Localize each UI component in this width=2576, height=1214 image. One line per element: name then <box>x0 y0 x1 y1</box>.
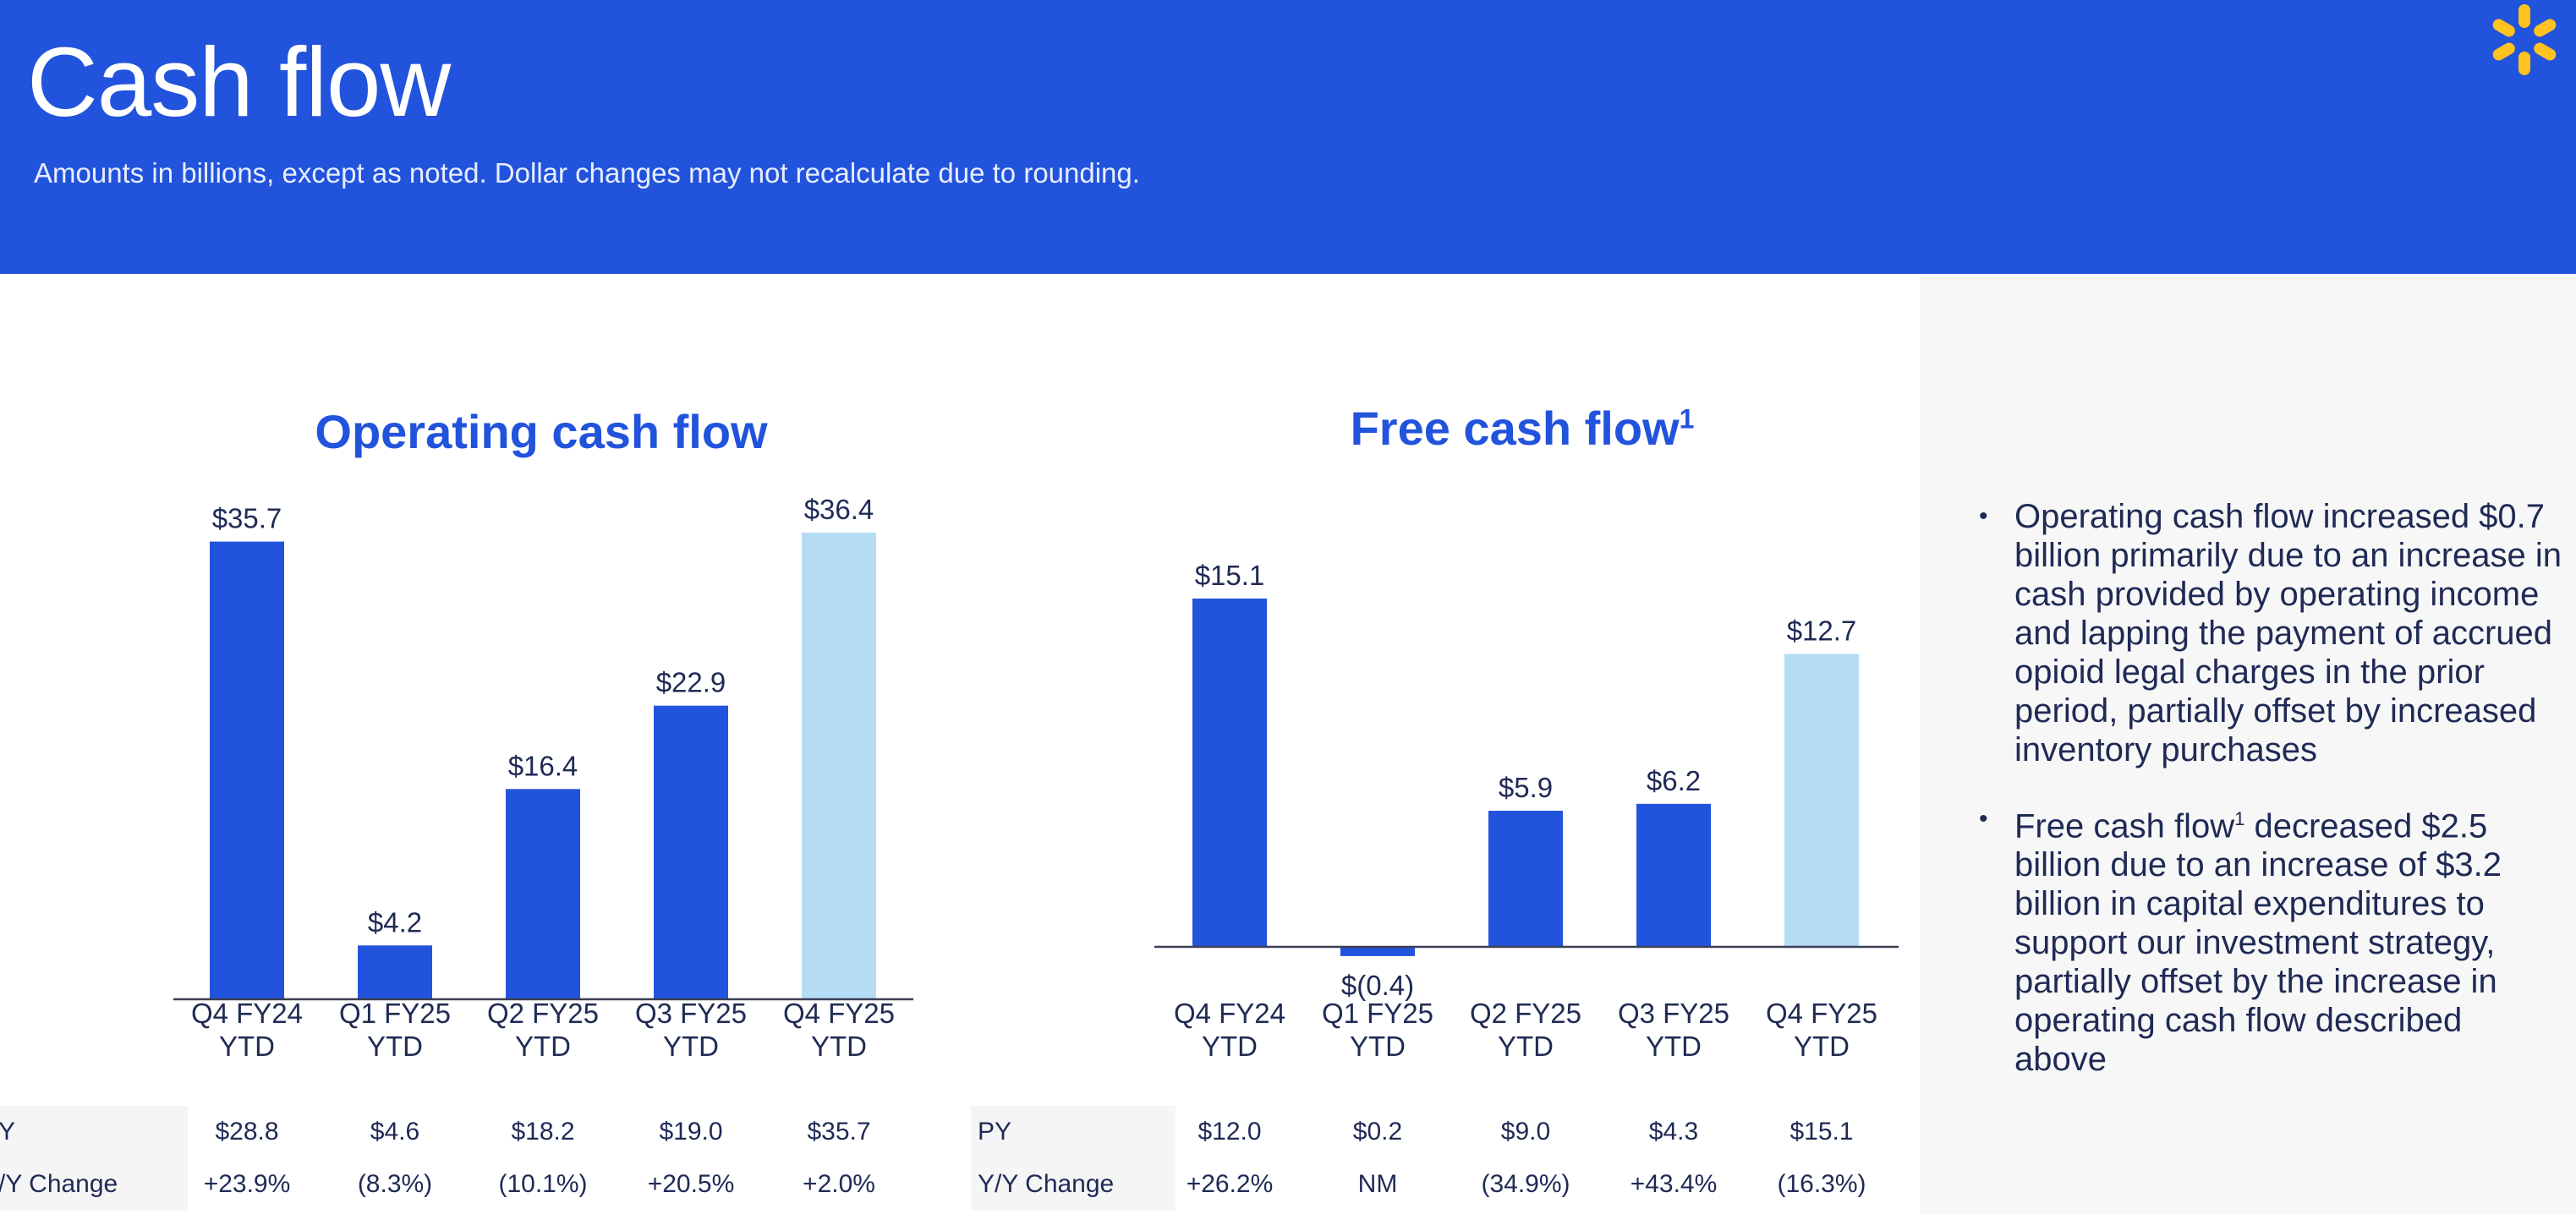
bar <box>1192 599 1267 947</box>
bar <box>358 945 432 999</box>
data-label: $36.4 <box>804 494 874 525</box>
data-label: $35.7 <box>212 503 282 534</box>
spark-ray <box>2534 42 2557 61</box>
bar <box>1784 653 1859 947</box>
table-cell: +23.9% <box>203 1170 291 1198</box>
spark-ray <box>2518 4 2530 28</box>
free-cash-flow-chart: $15.1 Q4 FY24 YTD $(0.4)Q1 FY25 YTD $5.9 Q2 FY… <box>1154 560 1899 1062</box>
spark-ray <box>2492 19 2515 37</box>
data-label: $15.1 <box>1195 560 1265 591</box>
footnote-marker: 1 <box>2234 808 2245 829</box>
table-cell: $35.7 <box>807 1118 871 1146</box>
table-row-label: Y/Y Change <box>971 1158 1176 1211</box>
data-label: $4.2 <box>368 906 422 938</box>
data-label: $6.2 <box>1647 765 1701 796</box>
category-label: Q4 FY24 YTD <box>1174 998 1285 1062</box>
table-cell: +43.4% <box>1630 1170 1718 1198</box>
bullet-dot-icon: • <box>1979 502 1988 530</box>
commentary-bullet-operating: • Operating cash flow increased $0.7 bil… <box>1970 497 2562 769</box>
free-cash-flow-table: PY $12.0 $0.2 $9.0 $4.3 $15.1 Y/Y Change +26.2%… <box>971 1106 1901 1214</box>
table-cell: NM <box>1357 1170 1398 1198</box>
bullet-lead: Free cash flow <box>2014 807 2235 845</box>
category-label: Q4 FY25 YTD <box>1766 998 1877 1062</box>
bar <box>210 541 284 999</box>
footnote-marker: 1 <box>1679 403 1695 435</box>
table-cell: $0.2 <box>1352 1118 1403 1146</box>
category-label: Q2 FY25 YTD <box>487 998 599 1062</box>
bullet-text: decreased $2.5 billion due to an increas… <box>2014 807 2502 1079</box>
bar <box>1636 803 1711 947</box>
category-label: Q3 FY25 YTD <box>1618 998 1729 1062</box>
table-cell: $4.6 <box>370 1118 420 1146</box>
category-label: Q1 FY25 YTD <box>1322 998 1433 1062</box>
spark-ray <box>2492 42 2515 61</box>
data-label: $(0.4) <box>1341 970 1414 1001</box>
table-cell: $4.3 <box>1648 1118 1699 1146</box>
header-banner: Cash flow Amounts in billions, except as… <box>0 0 2576 274</box>
table-row: PY $28.8 $4.6 $18.2 $19.0 $35.7 <box>0 1106 905 1158</box>
commentary-panel <box>1920 274 2576 1214</box>
table-cell: $15.1 <box>1789 1118 1854 1146</box>
data-label: $12.7 <box>1787 615 1857 646</box>
table-cell: +26.2% <box>1186 1170 1274 1198</box>
table-cell: $9.0 <box>1500 1118 1551 1146</box>
table-cell: (8.3%) <box>357 1170 433 1198</box>
bar <box>802 533 876 999</box>
bar <box>1488 811 1563 947</box>
bar <box>506 789 580 999</box>
table-row-label: PY <box>971 1106 1176 1158</box>
chart-title-text: Operating cash flow <box>315 405 768 458</box>
bar <box>654 705 728 999</box>
table-cell: +20.5% <box>647 1170 735 1198</box>
table-row: Y/Y Change +23.9% (8.3%) (10.1%) +20.5% +2.0% <box>0 1158 905 1211</box>
table-row: Y/Y Change +26.2% NM (34.9%) +43.4% (16.3%) <box>971 1158 1901 1211</box>
page-subtitle: Amounts in billions, except as noted. Do… <box>34 157 1140 189</box>
bullet-dot-icon: • <box>1979 805 1988 833</box>
table-cell: $28.8 <box>215 1118 279 1146</box>
table-cell: $19.0 <box>659 1118 723 1146</box>
spark-icon <box>2492 4 2557 75</box>
chart-title-operating: Operating cash flow <box>245 404 837 459</box>
table-row: PY $12.0 $0.2 $9.0 $4.3 $15.1 <box>971 1106 1901 1158</box>
table-cell: +2.0% <box>803 1170 875 1198</box>
bar <box>1340 947 1415 956</box>
commentary-bullet-free: • Free cash flow1 decreased $2.5 billion… <box>1970 800 2562 1079</box>
category-label: Q2 FY25 YTD <box>1470 998 1581 1062</box>
chart-title-text: Free cash flow <box>1350 402 1680 455</box>
table-cell: (10.1%) <box>498 1170 588 1198</box>
operating-cash-flow-table: PY $28.8 $4.6 $18.2 $19.0 $35.7 Y/Y Change +23.… <box>0 1106 905 1214</box>
data-label: $22.9 <box>656 667 726 698</box>
table-row-label: PY <box>0 1106 188 1158</box>
chart-title-free: Free cash flow1 <box>1226 401 1818 456</box>
data-label: $16.4 <box>508 750 578 781</box>
spark-ray <box>2518 52 2530 75</box>
operating-cash-flow-chart: $35.7 Q4 FY24 YTD $4.2 Q1 FY25 YTD $16.4 Q2 FY2… <box>173 494 913 1062</box>
table-cell: $12.0 <box>1198 1118 1262 1146</box>
category-label: Q4 FY25 YTD <box>783 998 895 1062</box>
page-title: Cash flow <box>27 27 451 137</box>
commentary-list: • Operating cash flow increased $0.7 bil… <box>1970 497 2562 1109</box>
spark-ray <box>2534 19 2557 37</box>
bullet-text: Operating cash flow increased $0.7 billi… <box>2014 498 2562 768</box>
category-label: Q4 FY24 YTD <box>191 998 303 1062</box>
table-cell: (16.3%) <box>1777 1170 1866 1198</box>
category-label: Q1 FY25 YTD <box>339 998 451 1062</box>
table-row-label: Y/Y Change <box>0 1158 188 1211</box>
category-label: Q3 FY25 YTD <box>635 998 747 1062</box>
data-label: $5.9 <box>1499 772 1553 803</box>
table-cell: (34.9%) <box>1481 1170 1570 1198</box>
table-cell: $18.2 <box>511 1118 575 1146</box>
